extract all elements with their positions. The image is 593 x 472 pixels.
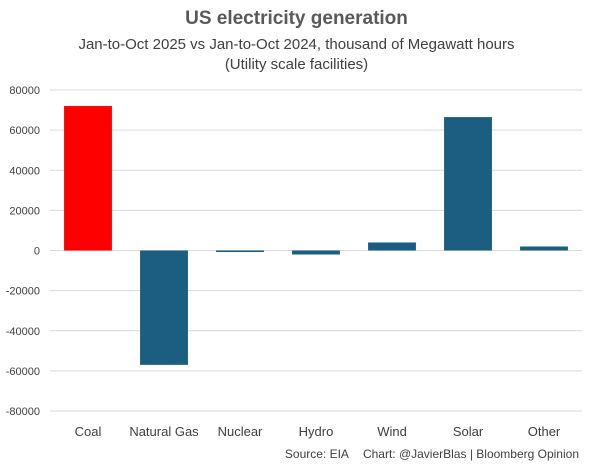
- bar-hydro: [292, 250, 340, 255]
- x-tick-label: Wind: [377, 424, 407, 439]
- chart-subtitle: Jan-to-Oct 2025 vs Jan-to-Oct 2024, thou…: [0, 35, 593, 75]
- chart-credit: Chart: @JavierBlas | Bloomberg Opinion: [362, 447, 579, 461]
- y-tick-label: -40000: [6, 326, 40, 338]
- y-tick-label: -20000: [6, 286, 40, 298]
- bars: [64, 106, 568, 365]
- chart-subtitle-line-2: (Utility scale facilities): [224, 56, 369, 73]
- bar-nuclear: [216, 250, 264, 252]
- x-tick-label: Nuclear: [218, 424, 263, 439]
- chart-subtitle-line-1: Jan-to-Oct 2025 vs Jan-to-Oct 2024, thou…: [78, 36, 515, 53]
- chart-footer: Source: EIA Chart: @JavierBlas | Bloomber…: [285, 447, 579, 461]
- chart-title: US electricity generation: [185, 8, 408, 29]
- bar-solar: [444, 117, 492, 251]
- x-tick-label: Solar: [453, 424, 484, 439]
- source-note: Source: EIA: [284, 447, 349, 461]
- x-tick-label: Coal: [75, 424, 102, 439]
- y-tick-label: 0: [34, 246, 40, 258]
- gridlines: [50, 89, 582, 412]
- y-axis-ticks: 80000 60000 40000 20000 0 -20000 -40000 -60000 -…: [6, 85, 40, 418]
- y-tick-label: -80000: [6, 406, 40, 418]
- x-tick-label: Other: [528, 424, 561, 439]
- y-tick-label: 20000: [9, 205, 40, 217]
- bar-other: [520, 246, 568, 251]
- bar-wind: [368, 242, 416, 251]
- y-tick-label: 40000: [9, 165, 40, 177]
- y-tick-label: 80000: [9, 85, 40, 97]
- bar-coal: [64, 106, 112, 251]
- x-axis-ticks: Coal Natural Gas Nuclear Hydro Wind Solar Othe…: [75, 424, 561, 439]
- y-tick-label: -60000: [6, 366, 40, 378]
- y-tick-label: 60000: [9, 125, 40, 137]
- x-tick-label: Natural Gas: [129, 424, 199, 439]
- bar-natural-gas: [140, 250, 188, 365]
- x-tick-label: Hydro: [299, 424, 334, 439]
